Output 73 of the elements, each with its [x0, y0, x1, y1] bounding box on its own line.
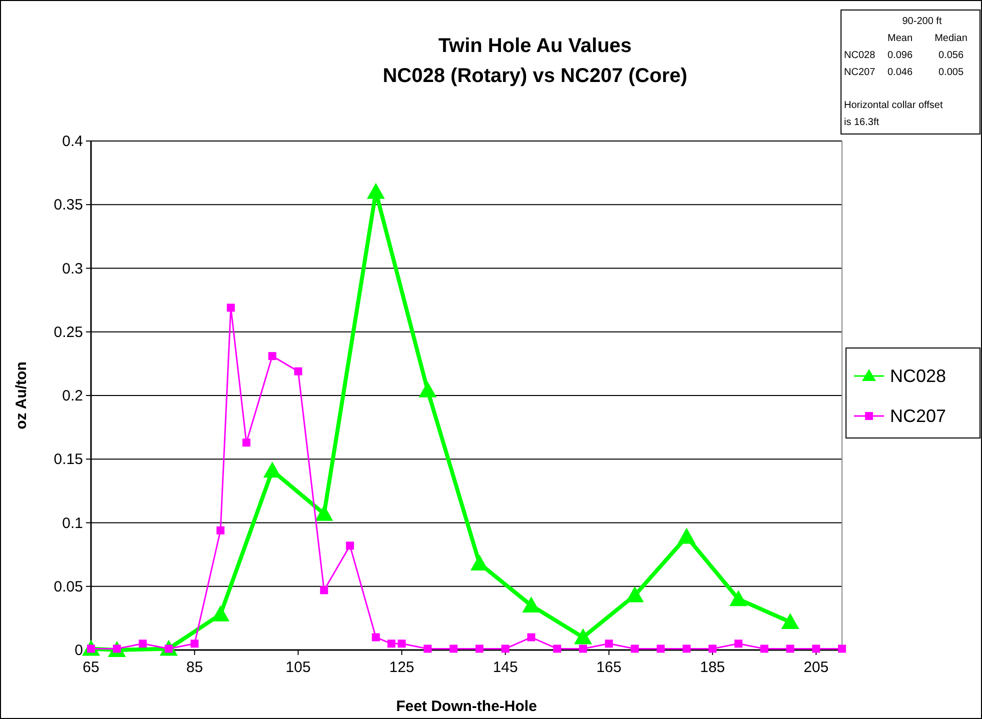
x-tick-label: 105 [286, 659, 311, 676]
x-tick-label: 205 [804, 659, 829, 676]
point [734, 640, 742, 648]
text: 90-200 ft [902, 16, 942, 27]
point [656, 644, 665, 653]
legend-label: NC028 [890, 366, 946, 386]
text: 0.005 [938, 67, 964, 78]
point [242, 438, 250, 447]
point [781, 613, 800, 630]
text: Mean [887, 33, 913, 44]
point [190, 640, 199, 648]
point [527, 633, 536, 642]
y-tick-label: 0.2 [62, 388, 83, 404]
chart-title: Twin Hole Au Values NC028 (Rotary) vs NC207 (Core) [382, 35, 688, 87]
point [315, 504, 334, 521]
point [226, 304, 235, 312]
point [475, 644, 484, 653]
point [398, 640, 406, 648]
point [346, 542, 354, 550]
x-tick-label: 65 [82, 659, 100, 676]
point [501, 644, 510, 653]
point [138, 640, 147, 648]
point [450, 644, 458, 653]
y-tick-label: 0.4 [62, 133, 83, 150]
point [418, 381, 437, 398]
point [626, 586, 644, 602]
point [553, 644, 562, 653]
text: Median [934, 33, 968, 44]
point [838, 644, 846, 653]
point [604, 640, 613, 648]
y-tick-label: 0.3 [62, 260, 83, 278]
point [630, 644, 639, 653]
y-tick-label: 0.05 [54, 578, 83, 596]
point [320, 586, 328, 594]
text: 0.046 [887, 67, 913, 78]
point [760, 644, 768, 653]
point [263, 462, 282, 478]
point [579, 644, 588, 653]
text: NC028 [844, 50, 876, 61]
legend-label: NC207 [890, 406, 946, 426]
point [294, 367, 302, 376]
point [372, 633, 380, 642]
point [470, 554, 488, 570]
point [786, 644, 794, 653]
x-tick-label: 185 [700, 659, 726, 676]
point [682, 644, 691, 653]
text: NC207 [844, 67, 876, 78]
point [387, 640, 396, 648]
point [268, 352, 276, 360]
y-tick-label: 0.1 [62, 514, 83, 532]
x-tick-label: 85 [186, 659, 203, 676]
point [729, 590, 748, 606]
point [574, 628, 592, 644]
x-tick-label: 145 [492, 659, 518, 676]
y-axis-title: oz Au/ton [13, 362, 30, 430]
text: Horizontal collar offset is 16.3ft [844, 100, 943, 128]
y-tick-label: 0.15 [54, 451, 83, 468]
point [424, 644, 432, 653]
point [812, 644, 820, 653]
x-axis-title: Feet Down-the-Hole [396, 698, 537, 715]
y-tick-label: 0 [74, 642, 83, 659]
text: 0.056 [938, 50, 964, 61]
point [211, 605, 230, 622]
y-tick-label: 0.25 [54, 324, 83, 341]
x-tick-label: 125 [389, 659, 414, 676]
x-tick-label: 165 [596, 659, 622, 676]
text: 0.096 [887, 50, 913, 61]
point [678, 528, 696, 544]
point [708, 644, 717, 653]
point [522, 596, 540, 612]
point [216, 526, 224, 534]
point [366, 182, 385, 199]
y-tick-label: 0.35 [54, 196, 83, 214]
